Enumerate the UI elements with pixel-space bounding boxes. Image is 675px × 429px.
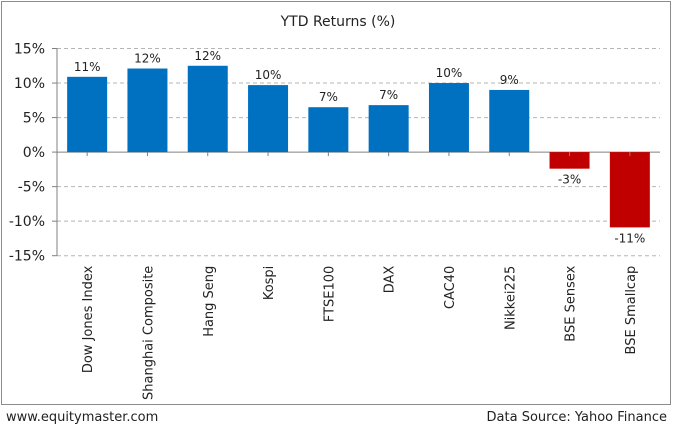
bar xyxy=(489,89,530,153)
footer-data-source: Data Source: Yahoo Finance xyxy=(486,410,667,425)
bar xyxy=(187,65,228,153)
y-tick-label: 5% xyxy=(23,111,45,127)
bar xyxy=(549,152,590,169)
data-label: 12% xyxy=(134,52,161,66)
y-tick-label: 0% xyxy=(23,145,45,161)
footer-website[interactable]: www.equitymaster.com xyxy=(6,410,159,425)
bar xyxy=(67,76,108,153)
chart-frame xyxy=(1,1,671,405)
chart-title: YTD Returns (%) xyxy=(280,14,396,30)
y-tick-label: 10% xyxy=(14,76,45,92)
data-label: 10% xyxy=(436,66,463,80)
bar xyxy=(248,85,289,153)
data-label: -11% xyxy=(614,231,645,245)
bar-chart: YTD Returns (%) 15% 10% 5% 0% -5% -10% -15% 11%… xyxy=(9,14,660,400)
y-tick-label: -5% xyxy=(18,180,45,196)
x-tick-label: Nikkei225 xyxy=(503,266,518,330)
bar xyxy=(308,107,349,153)
data-label: 7% xyxy=(319,90,338,104)
data-label: 11% xyxy=(74,60,101,74)
bar xyxy=(368,105,409,153)
data-label: -3% xyxy=(558,173,581,187)
data-label: 10% xyxy=(255,68,282,82)
bar xyxy=(127,68,168,153)
bar xyxy=(428,83,469,153)
y-tick-label: -10% xyxy=(9,214,45,230)
data-label: 7% xyxy=(379,88,398,102)
x-tick-label: BSE Smallcap xyxy=(624,266,639,355)
x-tick-label: Dow Jones Index xyxy=(81,265,96,373)
x-tick-label: FTSE100 xyxy=(322,266,337,322)
y-tick-label: 15% xyxy=(14,42,45,58)
bar xyxy=(609,152,650,228)
x-tick-label: Hang Seng xyxy=(202,266,217,337)
x-tick-label: BSE Sensex xyxy=(564,265,579,341)
data-label: 12% xyxy=(194,49,221,63)
y-tick-label: -15% xyxy=(9,249,45,265)
data-label: 9% xyxy=(500,73,519,87)
x-tick-label: DAX xyxy=(383,266,398,294)
x-tick-label: Shanghai Composite xyxy=(141,266,156,400)
x-tick-label: Kospi xyxy=(262,266,277,300)
x-tick-label: CAC40 xyxy=(443,266,458,309)
